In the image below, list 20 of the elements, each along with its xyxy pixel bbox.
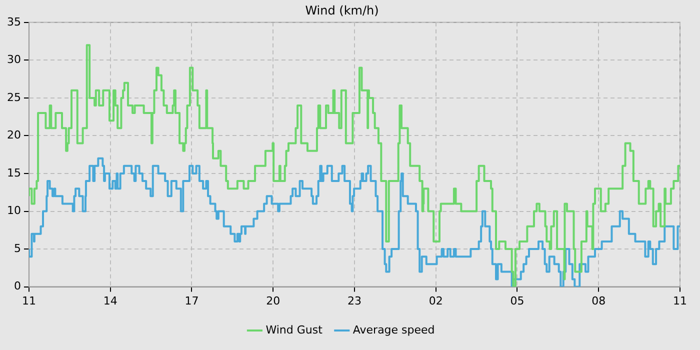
x-tick-label: 20 [266, 294, 280, 308]
x-tick-label: 23 [348, 294, 362, 308]
y-tick-label: 0 [14, 280, 21, 293]
x-tick-label: 14 [103, 294, 118, 308]
x-tick-label: 02 [428, 294, 443, 308]
y-tick-label: 20 [6, 128, 21, 142]
legend-label: Average speed [352, 323, 435, 336]
x-tick-label: 05 [510, 294, 524, 308]
y-tick-label: 35 [6, 15, 21, 28]
chart-title: Wind (km/h) [305, 3, 379, 18]
y-tick-label: 10 [6, 204, 21, 218]
y-tick-label: 30 [6, 53, 21, 66]
x-tick-label: 11 [673, 294, 687, 308]
y-tick-label: 15 [6, 166, 21, 180]
y-tick-label: 25 [6, 90, 21, 104]
y-tick-label: 5 [14, 242, 21, 255]
x-tick-label: 17 [184, 294, 199, 308]
legend-label: Wind Gust [266, 323, 324, 336]
x-tick-label: 11 [22, 294, 36, 308]
x-tick-label: 08 [592, 294, 606, 308]
